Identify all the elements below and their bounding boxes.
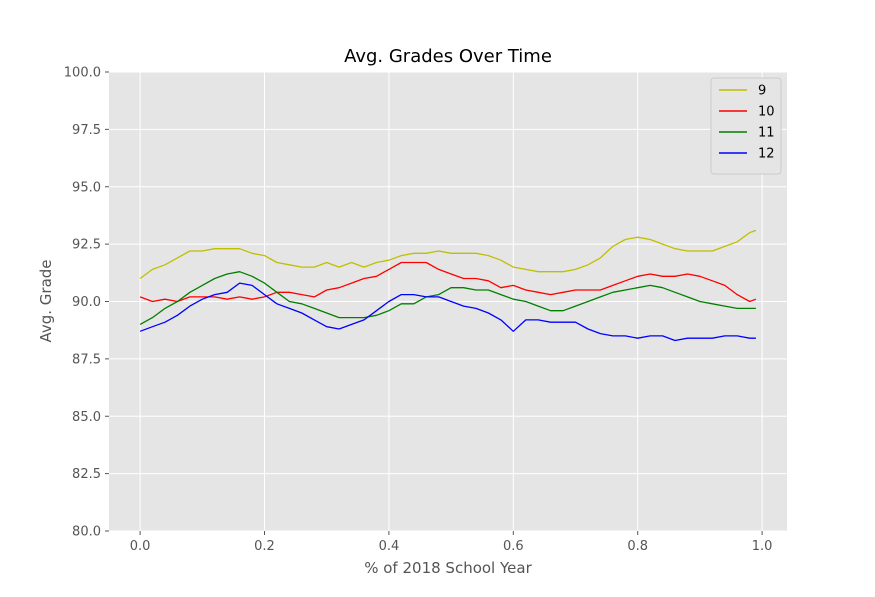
y-tick-label: 100.0 xyxy=(64,66,101,81)
x-tick-label: 0.2 xyxy=(254,539,275,554)
legend-box xyxy=(710,77,782,175)
y-tick-label: 90.0 xyxy=(72,295,101,310)
y-tick-label: 85.0 xyxy=(72,410,101,425)
legend-label-12: 12 xyxy=(758,147,775,162)
series-line-11 xyxy=(139,271,756,325)
chart-title: Avg. Grades Over Time xyxy=(344,46,552,67)
y-tick-label: 97.5 xyxy=(72,123,101,138)
x-tick-label: 0.6 xyxy=(503,539,524,554)
y-axis-label: Avg. Grade xyxy=(37,259,55,342)
y-tick-label: 87.5 xyxy=(72,352,101,367)
legend: 9 10 11 12 xyxy=(710,77,782,175)
x-tick-label: 0.4 xyxy=(379,539,400,554)
series-line-9 xyxy=(139,229,757,280)
y-tick-label: 80.0 xyxy=(72,525,101,540)
y-tick-label: 82.5 xyxy=(72,467,101,482)
x-tick-label: 1.0 xyxy=(752,539,773,554)
legend-label-10: 10 xyxy=(758,105,775,120)
grid-lines xyxy=(109,71,787,532)
y-tick-label: 92.5 xyxy=(72,238,101,253)
x-axis-label: % of 2018 School Year xyxy=(364,559,532,577)
series-line-10 xyxy=(139,261,757,303)
x-tick-label: 0.8 xyxy=(627,539,648,554)
y-tick-label: 95.0 xyxy=(72,180,101,195)
x-tick-label: 0.0 xyxy=(130,539,151,554)
legend-label-9: 9 xyxy=(758,84,766,99)
series-line-12 xyxy=(139,282,756,342)
axes: 0.0 0.2 0.4 0.6 0.8 1.0 80.0 82.5 85.0 87.5 90.0 92… xyxy=(64,66,773,555)
legend-label-11: 11 xyxy=(758,126,775,141)
series-lines xyxy=(139,229,757,342)
